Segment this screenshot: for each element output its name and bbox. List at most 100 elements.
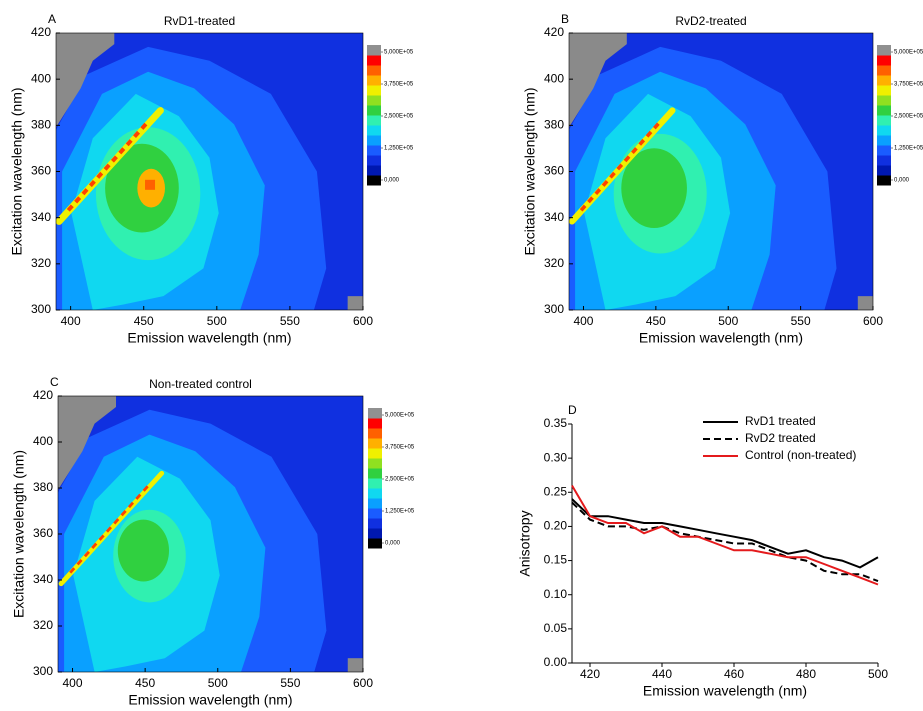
colorbar-swatch [368, 508, 382, 519]
panel-label: A [48, 12, 56, 26]
x-tick-label: 450 [134, 314, 154, 328]
y-tick-label: 0.30 [544, 450, 568, 464]
colorbar-swatch [368, 428, 382, 439]
colorbar-label: 0,000 [384, 178, 400, 184]
y-tick-label: 300 [33, 664, 53, 678]
y-tick-label: 420 [33, 388, 53, 402]
colorbar-swatch [367, 105, 381, 116]
chart-title: Non-treated control [149, 377, 252, 391]
series-line [571, 498, 879, 569]
y-tick-label: 380 [31, 118, 51, 132]
colorbar-swatch [877, 115, 891, 126]
colorbar-label: 2,500E+05 [384, 114, 414, 120]
x-axis-label: Emission wavelength (nm) [127, 330, 291, 346]
colorbar-swatch [368, 478, 382, 489]
colorbar-swatch [877, 95, 891, 106]
y-tick-label: 0.25 [544, 484, 568, 498]
colorbar-swatch [368, 448, 382, 459]
legend-label: RvD2 treated [745, 431, 816, 445]
contour-level [117, 519, 170, 582]
colorbar-swatch [368, 438, 382, 449]
contour-field [58, 396, 363, 672]
colorbar-label: 2,500E+05 [894, 114, 923, 120]
y-tick-label: 320 [33, 618, 53, 632]
y-tick-label: 340 [31, 210, 51, 224]
colorbar-swatch [367, 125, 381, 136]
x-tick-label: 450 [646, 314, 666, 328]
y-tick-label: 0.00 [544, 655, 568, 669]
colorbar-swatch [367, 175, 381, 186]
colorbar-swatch [367, 145, 381, 156]
colorbar-swatch [368, 418, 382, 429]
y-tick-label: 380 [544, 118, 564, 132]
masked-region [569, 33, 627, 128]
y-tick-label: 340 [544, 210, 564, 224]
colorbar-label: 3,750E+05 [385, 445, 415, 451]
y-axis-label: Excitation wavelength (nm) [9, 87, 25, 255]
y-tick-label: 320 [544, 256, 564, 270]
x-tick-label: 550 [280, 314, 300, 328]
x-tick-label: 600 [353, 676, 373, 690]
colorbar-label: 3,750E+05 [894, 82, 923, 88]
legend-label: RvD1 treated [745, 414, 816, 428]
colorbar-swatch [367, 85, 381, 96]
series-line [571, 501, 879, 583]
y-tick-label: 360 [544, 164, 564, 178]
colorbar-label: 0,000 [894, 178, 910, 184]
colorbar-label: 2,500E+05 [385, 477, 415, 483]
colorbar-swatch [367, 65, 381, 76]
colorbar-swatch [367, 95, 381, 106]
x-tick-label: 480 [796, 667, 816, 681]
colorbar-swatch [877, 135, 891, 146]
contour-ridge [69, 483, 151, 574]
x-tick-label: 500 [718, 314, 738, 328]
y-axis-label: Anisotropy [517, 510, 533, 576]
masked-region [56, 33, 115, 128]
colorbar-label: 5,000E+05 [385, 413, 415, 419]
y-tick-label: 420 [31, 25, 51, 39]
y-tick-label: 0.15 [544, 553, 568, 567]
colorbar-swatch [877, 65, 891, 76]
colorbar-swatch [368, 528, 382, 539]
colorbar-swatch [368, 518, 382, 529]
x-tick-label: 600 [353, 314, 373, 328]
x-tick-label: 600 [863, 314, 883, 328]
y-tick-label: 360 [33, 526, 53, 540]
colorbar-swatch [367, 155, 381, 166]
y-axis-label: Excitation wavelength (nm) [11, 450, 27, 618]
colorbar-swatch [877, 175, 891, 186]
x-tick-label: 500 [208, 676, 228, 690]
colorbar-label: 5,000E+05 [894, 50, 923, 56]
colorbar-swatch [367, 55, 381, 66]
y-axis-label: Excitation wavelength (nm) [522, 87, 538, 255]
x-axis-label: Emission wavelength (nm) [643, 683, 807, 699]
colorbar-swatch [367, 165, 381, 176]
panel-label: B [561, 12, 569, 26]
colorbar-swatch [877, 75, 891, 86]
y-tick-label: 0.05 [544, 621, 568, 635]
masked-region [58, 396, 116, 490]
colorbar-swatch [367, 75, 381, 86]
colorbar-swatch [367, 45, 381, 56]
colorbar-swatch [877, 85, 891, 96]
y-tick-label: 380 [33, 480, 53, 494]
colorbar-label: 1,250E+05 [384, 146, 414, 152]
contour-ridge [579, 120, 662, 212]
y-tick-label: 0.20 [544, 519, 568, 533]
legend-label: Control (non-treated) [745, 448, 856, 462]
series-line [571, 484, 879, 586]
x-tick-label: 550 [791, 314, 811, 328]
y-tick-label: 400 [31, 71, 51, 85]
x-tick-label: 500 [868, 667, 888, 681]
colorbar-label: 0,000 [385, 541, 401, 547]
colorbar-swatch [877, 55, 891, 66]
y-tick-label: 400 [544, 71, 564, 85]
x-tick-label: 420 [580, 667, 600, 681]
colorbar-swatch [877, 165, 891, 176]
contour-field [56, 33, 363, 310]
colorbar-swatch [368, 538, 382, 549]
colorbar-swatch [877, 45, 891, 56]
colorbar-swatch [367, 135, 381, 146]
y-tick-label: 400 [33, 434, 53, 448]
x-tick-label: 450 [135, 676, 155, 690]
